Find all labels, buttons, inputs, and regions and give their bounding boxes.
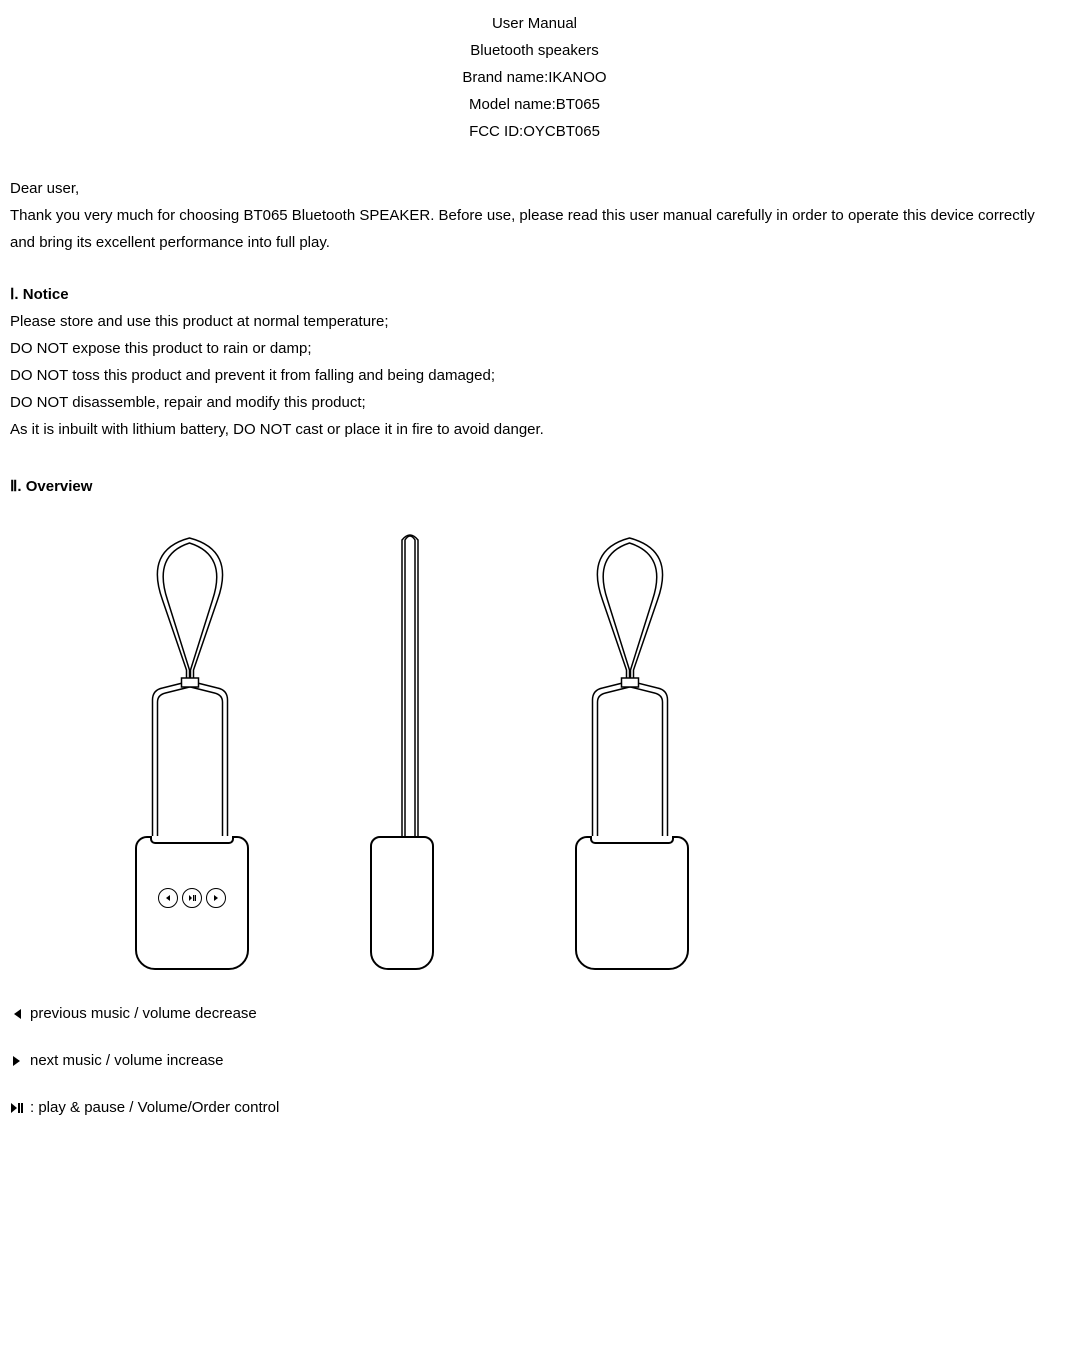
prev-button-icon <box>158 888 178 908</box>
control-next: next music / volume increase <box>10 1047 1059 1074</box>
speaker-back-view <box>550 530 710 970</box>
control-next-label: next music / volume increase <box>30 1047 223 1074</box>
speaker-front-view <box>110 530 270 970</box>
control-prev-label: previous music / volume decrease <box>30 1000 257 1027</box>
control-play-label: : play & pause / Volume/Order control <box>30 1094 279 1121</box>
notice-item: DO NOT toss this product and prevent it … <box>10 362 1059 389</box>
document-header: User Manual Bluetooth speakers Brand nam… <box>10 10 1059 145</box>
speaker-body-front <box>135 836 249 970</box>
play-pause-icon <box>10 1101 24 1115</box>
overview-title: Ⅱ. Overview <box>10 473 1059 500</box>
greeting-section: Dear user, Thank you very much for choos… <box>10 175 1059 256</box>
overview-section: Ⅱ. Overview <box>10 473 1059 970</box>
brand-line: Brand name:IKANOO <box>10 64 1059 91</box>
controls-list: previous music / volume decrease next mu… <box>10 1000 1059 1121</box>
top-notch <box>150 836 234 844</box>
control-play: : play & pause / Volume/Order control <box>10 1094 1059 1121</box>
play-button-icon <box>182 888 202 908</box>
notice-list: Please store and use this product at nor… <box>10 308 1059 443</box>
greeting-body: Thank you very much for choosing BT065 B… <box>10 202 1059 256</box>
prev-icon <box>10 1007 24 1021</box>
notice-item: DO NOT disassemble, repair and modify th… <box>10 389 1059 416</box>
control-prev: previous music / volume decrease <box>10 1000 1059 1027</box>
lanyard-icon <box>133 530 248 850</box>
button-row <box>158 888 226 908</box>
side-lanyard-icon <box>390 530 430 850</box>
top-notch-back <box>590 836 674 844</box>
greeting-salutation: Dear user, <box>10 175 1059 202</box>
lanyard-back-icon <box>573 530 688 850</box>
notice-item: Please store and use this product at nor… <box>10 308 1059 335</box>
notice-item: As it is inbuilt with lithium battery, D… <box>10 416 1059 443</box>
title-line: User Manual <box>10 10 1059 37</box>
notice-title: Ⅰ. Notice <box>10 281 1059 308</box>
speaker-side-view <box>330 530 490 970</box>
speaker-body-back <box>575 836 689 970</box>
next-icon <box>10 1054 24 1068</box>
model-line: Model name:BT065 <box>10 91 1059 118</box>
speaker-body-side <box>370 836 434 970</box>
fcc-line: FCC ID:OYCBT065 <box>10 118 1059 145</box>
next-button-icon <box>206 888 226 908</box>
notice-item: DO NOT expose this product to rain or da… <box>10 335 1059 362</box>
product-diagram-container <box>110 530 1059 970</box>
product-line: Bluetooth speakers <box>10 37 1059 64</box>
